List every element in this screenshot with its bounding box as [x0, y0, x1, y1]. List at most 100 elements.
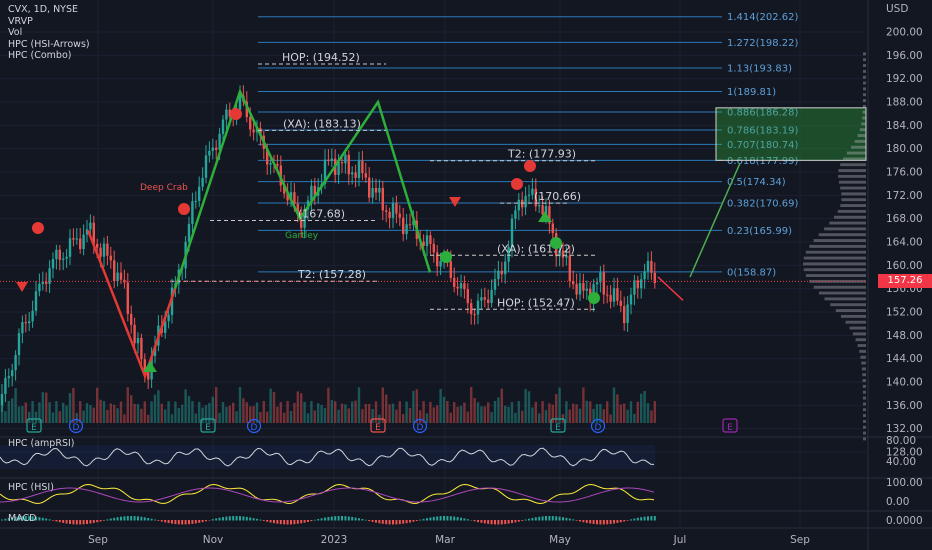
- price-tick-label: 176.00: [886, 167, 923, 179]
- legend-item-combo[interactable]: HPC (Combo): [8, 50, 72, 61]
- volume-profile-bar: [809, 244, 866, 248]
- volume-profile-bar: [840, 186, 866, 190]
- volume-bar: [21, 406, 24, 423]
- candle-body: [327, 159, 330, 161]
- fib-level-label: 0.886(186.28): [727, 108, 799, 119]
- price-tick-label: 128.00: [886, 447, 923, 459]
- macd-histogram-bar: [466, 519, 469, 521]
- volume-bar: [249, 406, 252, 423]
- earnings-marker: [550, 418, 566, 433]
- candle-body: [531, 188, 534, 195]
- legend-item-vol[interactable]: Vol: [8, 27, 23, 38]
- legend-item-vrvp[interactable]: VRVP: [8, 15, 33, 27]
- fib-level-label: 1.272(198.22): [727, 38, 799, 49]
- candle-body: [650, 260, 653, 273]
- candle-body: [398, 213, 401, 218]
- time-tick-label: 2023: [321, 534, 348, 546]
- candle-body: [405, 224, 408, 235]
- volume-profile-bar: [862, 408, 866, 412]
- macd-histogram-bar: [395, 520, 398, 525]
- candle-body: [378, 187, 381, 193]
- macd-histogram-bar: [480, 520, 483, 523]
- candle-body: [510, 218, 514, 247]
- volume-bar: [143, 401, 146, 423]
- volume-bar: [48, 402, 51, 423]
- volume-bar: [395, 409, 398, 423]
- macd-histogram-bar: [572, 519, 575, 521]
- macd-histogram-bar: [143, 517, 146, 521]
- indicator-tick-label: 0.0000: [886, 515, 923, 527]
- candle-body: [41, 281, 44, 284]
- volume-bar: [626, 409, 629, 423]
- macd-histogram-bar: [140, 516, 143, 521]
- candle-body: [68, 238, 72, 257]
- macd-histogram-bar: [456, 517, 459, 521]
- volume-profile-bar: [863, 52, 866, 56]
- macd-histogram-bar: [38, 517, 41, 521]
- candle-body: [507, 246, 510, 262]
- sell-arrow: [449, 197, 461, 207]
- volume-bar: [388, 404, 391, 423]
- volume-bar: [320, 404, 323, 423]
- time-tick-label: Sep: [790, 534, 810, 546]
- candle-body: [612, 288, 616, 302]
- macd-histogram-bar: [293, 520, 296, 525]
- volume-bar: [429, 401, 432, 423]
- volume-bar: [34, 411, 38, 423]
- volume-profile-bar: [846, 151, 866, 155]
- volume-bar: [323, 407, 327, 423]
- candle-body: [408, 224, 412, 226]
- candle-body: [388, 211, 391, 218]
- volume-bar: [14, 388, 17, 423]
- volume-bar: [514, 412, 517, 423]
- volume-bar: [643, 391, 646, 423]
- macd-histogram-bar: [1, 519, 3, 521]
- time-tick-label: Nov: [203, 534, 224, 546]
- fib-level-label: 1(189.81): [727, 87, 776, 98]
- macd-histogram-bar: [41, 517, 44, 521]
- volume-bar: [616, 394, 619, 423]
- candle-body: [191, 201, 194, 224]
- candle-body: [636, 280, 639, 289]
- volume-bar: [157, 390, 160, 423]
- candle-body: [293, 192, 296, 204]
- volume-bar: [572, 403, 575, 423]
- volume-bar: [361, 409, 364, 423]
- dividend-marker: [68, 418, 84, 434]
- volume-bar: [385, 394, 388, 423]
- price-tick-label: 184.00: [886, 120, 923, 132]
- volume-bar: [38, 402, 41, 423]
- macd-histogram-bar: [351, 516, 354, 521]
- candle-body: [51, 259, 55, 269]
- volume-bar: [303, 401, 306, 423]
- volume-profile-bar: [845, 320, 866, 324]
- macd-histogram-bar: [239, 516, 241, 521]
- macd-histogram-bar: [555, 516, 558, 521]
- candle-body: [337, 162, 340, 175]
- volume-bar: [568, 409, 571, 423]
- price-tick-label: 160.00: [886, 260, 923, 272]
- legend-item-hsi-arrows[interactable]: HPC (HSI-Arrows): [8, 38, 90, 50]
- macd-histogram-bar: [504, 520, 507, 525]
- candle-body: [561, 250, 565, 258]
- fib-level-label: 0.382(170.69): [727, 198, 799, 209]
- macd-histogram-bar: [181, 520, 184, 525]
- macd-histogram-bar: [500, 520, 503, 525]
- candle-body: [11, 370, 14, 377]
- signal-dot: [32, 222, 44, 234]
- macd-histogram-bar: [52, 520, 54, 521]
- macd-histogram-bar: [381, 520, 384, 524]
- macd-histogram-bar: [242, 516, 245, 521]
- volume-profile-bar: [805, 274, 866, 277]
- candle-body: [449, 260, 452, 278]
- macd-histogram-bar: [276, 520, 279, 524]
- volume-bar: [313, 410, 316, 423]
- candle-body: [368, 177, 371, 198]
- volume-bar: [585, 400, 588, 423]
- candle-body: [504, 261, 507, 275]
- candle-body: [228, 109, 231, 117]
- volume-profile-bar: [854, 139, 866, 143]
- candle-body: [238, 95, 242, 110]
- target-zone: [715, 107, 867, 161]
